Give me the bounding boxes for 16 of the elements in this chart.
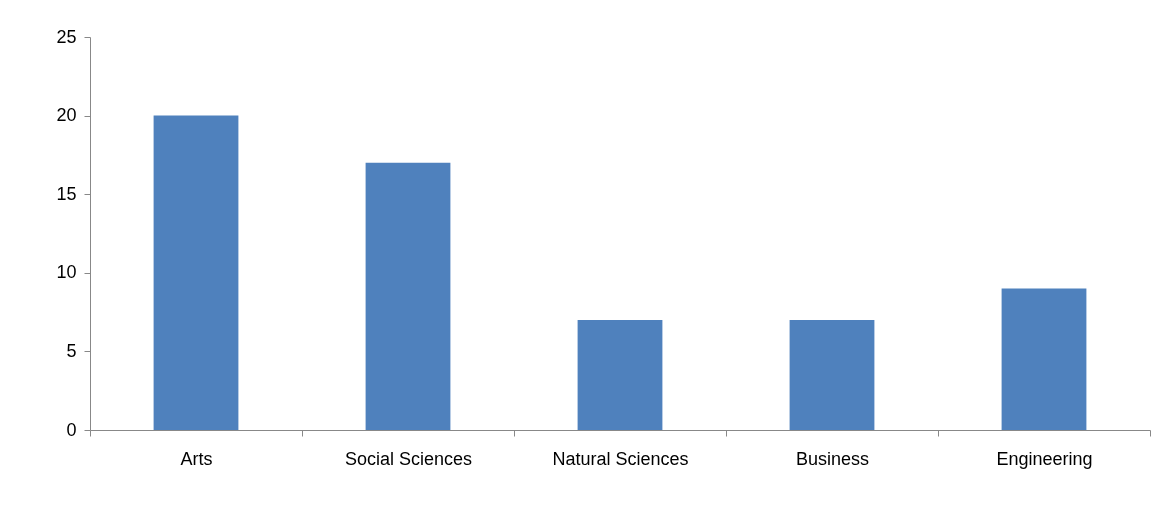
- x-tick-label: Business: [795, 448, 870, 469]
- y-tick-label: 15: [56, 183, 77, 204]
- y-tick-label: 25: [56, 26, 77, 47]
- y-tick-label: 0: [66, 419, 77, 440]
- x-tick-label: Natural Sciences: [552, 448, 689, 469]
- bar: [153, 115, 239, 430]
- y-tick-label: 20: [56, 105, 77, 126]
- y-tick-label: 5: [66, 340, 77, 361]
- y-tick-label: 10: [56, 262, 77, 283]
- x-tick-label: Engineering: [996, 448, 1093, 469]
- bar: [577, 319, 663, 430]
- x-tick-label: Social Sciences: [344, 448, 473, 469]
- bar: [365, 162, 451, 430]
- bar: [1001, 288, 1087, 430]
- x-tick-label: Arts: [180, 448, 213, 469]
- bar: [789, 319, 875, 430]
